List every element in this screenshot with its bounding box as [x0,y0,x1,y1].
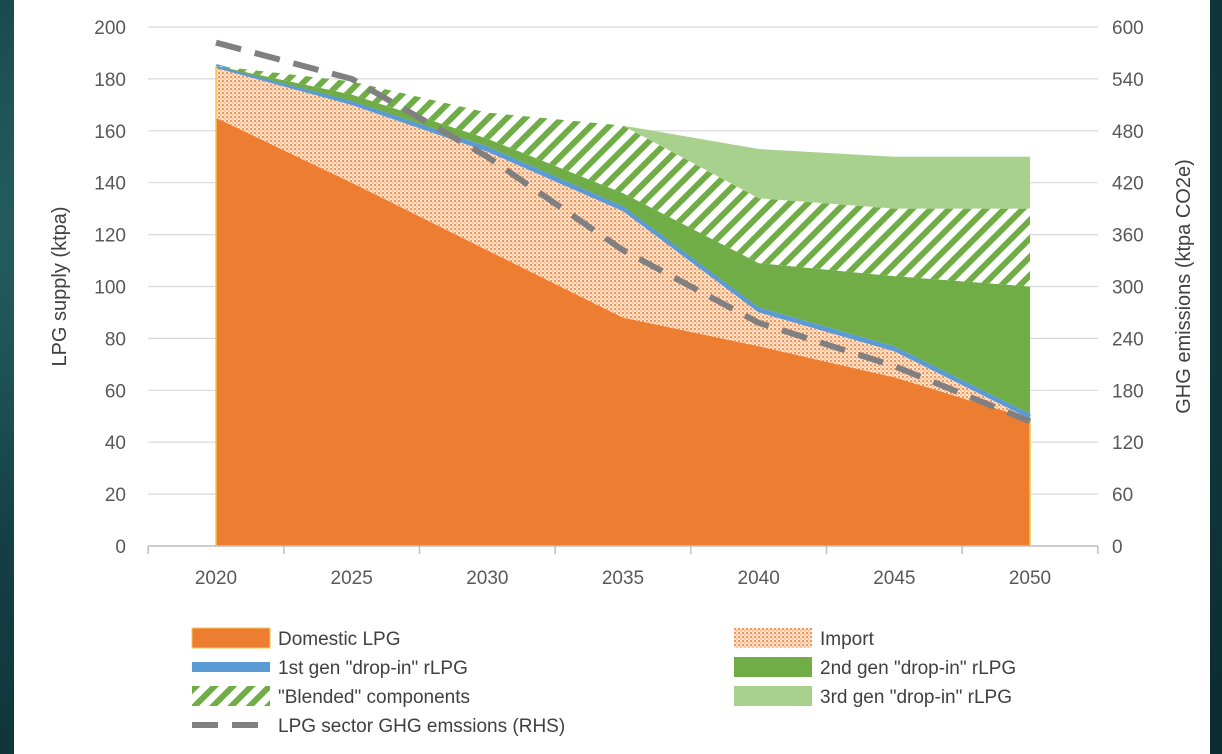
x-tick-label-2045: 2045 [873,568,915,589]
chart-panel: 2020 2025 2030 2035 2040 2045 2050 0 20 40 60 80 100… [14,0,1210,754]
y-tick-label-160: 160 [94,122,126,143]
legend-label-lpg-sector-ghg-emssions-rhs: LPG sector GHG emssions (RHS) [278,716,565,737]
x-tick-label-2020: 2020 [195,568,237,589]
y2-tick-label-360: 360 [1112,226,1144,247]
legend-label-1st-gen-drop-in-rlpg: 1st gen "drop-in" rLPG [278,658,468,679]
x-tick-label-2030: 2030 [466,568,508,589]
legend-swatch-import [734,628,812,648]
legend: Domestic LPG Import 1st gen "drop-in" rLPG… [191,627,1016,737]
y-tick-label-180: 180 [94,70,126,91]
y-tick-label-60: 60 [105,381,126,402]
axes: 2020 2025 2030 2035 2040 2045 2050020406080100… [49,18,1195,589]
x-tick-label-2040: 2040 [738,568,780,589]
y2-axis-title: GHG emissions (ktpa CO2e) [1173,159,1195,414]
legend-swatch-1st-gen-drop-in-rlpg [192,662,270,672]
y2-tick-label-240: 240 [1112,329,1144,350]
y2-tick-label-120: 120 [1112,433,1144,454]
area-2nd-gen-drop-in-rlpg [216,65,1030,414]
x-tick-label-2050: 2050 [1009,568,1051,589]
legend-label-3rd-gen-drop-in-rlpg: 3rd gen "drop-in" rLPG [820,687,1012,708]
legend-swatch-3rd-gen-drop-in-rlpg [734,686,812,706]
area-import [216,65,1030,419]
area-domestic-lpg [216,117,1030,547]
line-lpg-sector-ghg-emssions-rhs [215,39,1032,425]
y-tick-label-140: 140 [94,174,126,195]
legend-label-blended-components: "Blended" components [278,687,470,708]
legend-label-2nd-gen-drop-in-rlpg: 2nd gen "drop-in" rLPG [820,658,1016,679]
area-series [215,63,1031,547]
y2-tick-label-60: 60 [1112,485,1133,506]
y2-tick-label-600: 600 [1112,18,1144,39]
y2-tick-label-180: 180 [1112,381,1144,402]
area-blended-components [216,65,1030,287]
y-tick-label-20: 20 [105,485,126,506]
y2-tick-label-540: 540 [1112,70,1144,91]
y-tick-label-0: 0 [115,537,126,558]
legend-swatch-blended-components [192,686,270,706]
y2-tick-label-300: 300 [1112,278,1144,299]
legend-swatch-domestic-lpg [191,627,271,649]
x-tick-label-2025: 2025 [331,568,373,589]
y2-tick-label-420: 420 [1112,174,1144,195]
y-tick-label-120: 120 [94,226,126,247]
y2-tick-label-0: 0 [1112,537,1123,558]
y-axis-title: LPG supply (ktpa) [49,206,71,366]
legend-label-domestic-lpg: Domestic LPG [278,629,400,650]
area-edge-1st-gen-drop-in-rlpg [215,63,1031,419]
y-tick-label-40: 40 [105,433,126,454]
chart: 2020 2025 2030 2035 2040 2045 2050020406080100… [49,18,1195,737]
x-tick-label-2035: 2035 [602,568,644,589]
y-tick-label-80: 80 [105,329,126,350]
y-tick-label-100: 100 [94,278,126,299]
line-series [215,39,1032,425]
legend-label-import: Import [820,629,875,650]
legend-swatch-2nd-gen-drop-in-rlpg [734,657,812,677]
y2-tick-label-480: 480 [1112,122,1144,143]
area-3rd-gen-drop-in-rlpg [216,65,1030,209]
y-tick-label-200: 200 [94,18,126,39]
